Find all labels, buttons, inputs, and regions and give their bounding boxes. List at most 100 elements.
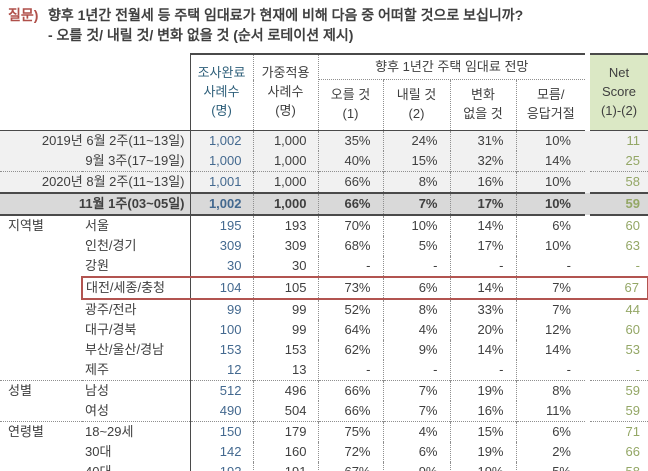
cell-weighted-cases: 193 xyxy=(253,215,319,236)
header-weighted-cases: 가중적용 사례수 (명) xyxy=(253,53,319,131)
cell-will-fall: 24% xyxy=(383,130,451,151)
cell-gap xyxy=(585,236,590,256)
question-block: 질문) 향후 1년간 전월세 등 주택 임대료가 현재에 비해 다음 중 어떠할… xyxy=(0,0,648,51)
survey-results-table: 조사완료 사례수 (명) 가중적용 사례수 (명) 향후 1년간 주택 임대료 … xyxy=(0,53,648,471)
cell-weighted-cases: 504 xyxy=(253,401,319,422)
row-label: 대전/세종/충청 xyxy=(81,276,191,300)
cell-completed-cases: 195 xyxy=(190,215,254,236)
cell-will-rise: 64% xyxy=(318,320,384,340)
cell-will-fall: 8% xyxy=(383,171,451,193)
cell-no-change: - xyxy=(450,256,517,277)
table-row: 제주 12 13- - - - - xyxy=(0,360,648,381)
cell-gap xyxy=(585,401,590,422)
cell-dont-know: 10% xyxy=(544,238,571,253)
cell-weighted-cases: 13 xyxy=(253,360,319,381)
cell-will-rise: 35% xyxy=(318,130,384,151)
cell-gap xyxy=(585,421,590,442)
cell-net-score: 60 xyxy=(625,218,640,233)
cell-no-change: 20% xyxy=(450,320,517,340)
row-label: 강원 xyxy=(82,256,191,277)
cell-will-fall: 6% xyxy=(383,276,451,300)
cell-net-score: 58 xyxy=(590,171,648,193)
cell-will-fall: 5% xyxy=(383,236,451,256)
cell-will-rise: 66% xyxy=(318,171,384,193)
cell-will-fall: - xyxy=(383,256,451,277)
cell-weighted-cases: 1,000 xyxy=(253,192,319,216)
cell-gap xyxy=(585,276,590,300)
row-label: 2019년 6월 2주(11~13일) xyxy=(0,130,191,151)
cell-dont-know: 6% xyxy=(552,218,571,233)
cell-completed-cases: 153 xyxy=(190,340,254,360)
cell-no-change: 14% xyxy=(450,276,517,300)
cell-completed-cases: 99 xyxy=(190,299,254,320)
table-row: 2019년 6월 2주(11~13일) 1,002 1,000 35% 24% 31% 10… xyxy=(0,130,648,151)
table-row: 11월 1주(03~05일) 1,002 1,000 66% 7% 17% 10% 59 xyxy=(0,192,648,216)
cell-no-change: 14% xyxy=(450,215,517,236)
cell-will-fall: 9% xyxy=(383,340,451,360)
cell-weighted-cases: 496 xyxy=(253,380,319,401)
cell-dont-know: 10% xyxy=(516,171,585,193)
cell-dont-know: 10% xyxy=(516,192,585,216)
cell-net-score: 63 xyxy=(625,238,640,253)
cell-dont-know: 10% xyxy=(516,130,585,151)
cell-no-change: 33% xyxy=(450,299,517,320)
row-label: 제주 xyxy=(82,360,191,381)
cell-gap xyxy=(585,256,590,277)
cell-gap xyxy=(585,151,590,172)
cell-dont-know: 6% xyxy=(516,421,585,442)
cell-net-score: 58 xyxy=(590,462,648,471)
row-label: 대구/경북 xyxy=(82,320,191,340)
cell-completed-cases: 12 xyxy=(190,360,254,381)
cell-completed-cases: 1,002 xyxy=(190,130,254,151)
cell-dont-know: - xyxy=(566,258,571,273)
table-row: 부산/울산/경남 153 153 62% 9% 14% 14% 53 xyxy=(0,340,648,360)
cell-completed-cases: 30 xyxy=(190,256,254,277)
cell-net-score: 60 xyxy=(625,322,640,337)
cell-no-change: 16% xyxy=(450,401,517,422)
row-label: 18~29세 xyxy=(82,421,191,442)
cell-weighted-cases: 99 xyxy=(253,320,319,340)
cell-gap xyxy=(585,340,590,360)
header-net-score: Net Score (1)-(2) xyxy=(590,53,648,131)
question-label: 질문) xyxy=(8,7,39,23)
cell-will-fall: 15% xyxy=(383,151,451,172)
cell-gap xyxy=(585,442,590,462)
question-text: 향후 1년간 전월세 등 주택 임대료가 현재에 비해 다음 중 어떠할 것으로… xyxy=(48,7,524,23)
cell-weighted-cases: 99 xyxy=(253,299,319,320)
cell-gap xyxy=(585,360,590,381)
cell-gap xyxy=(585,193,590,215)
cell-gap xyxy=(585,130,590,151)
cell-will-rise: 75% xyxy=(318,421,384,442)
cell-will-fall: 9% xyxy=(383,462,451,471)
cell-completed-cases: 100 xyxy=(190,320,254,340)
table-row: 여성 490 504 66% 7% 16% 11% 59 xyxy=(0,401,648,422)
cell-weighted-cases: 1,000 xyxy=(253,171,319,193)
header-outlook-group: 향후 1년간 주택 임대료 전망 xyxy=(318,53,585,80)
header-row-labels xyxy=(0,54,191,131)
cell-net-score: - xyxy=(635,362,640,377)
cell-completed-cases: 104 xyxy=(190,276,254,300)
cell-no-change: 14% xyxy=(450,340,517,360)
header-will-rise: 오를 것 (1) xyxy=(318,79,384,131)
row-label: 광주/전라 xyxy=(82,299,191,320)
cell-gap xyxy=(585,462,590,471)
row-label: 40대 xyxy=(82,462,191,471)
section-label: 지역별 xyxy=(8,218,44,233)
cell-gap xyxy=(585,171,590,193)
cell-net-score: 67 xyxy=(590,276,648,300)
cell-weighted-cases: 179 xyxy=(253,421,319,442)
header-row-group: 조사완료 사례수 (명) 가중적용 사례수 (명) 향후 1년간 주택 임대료 … xyxy=(0,53,648,131)
cell-weighted-cases: 191 xyxy=(253,462,319,471)
cell-completed-cases: 192 xyxy=(190,462,254,471)
cell-net-score: 59 xyxy=(590,192,648,216)
cell-net-score: 44 xyxy=(625,302,640,317)
table-body: 2019년 6월 2주(11~13일) 1,002 1,000 35% 24% 31% 10… xyxy=(0,130,648,471)
table-row: 2020년 8월 2주(11~13일) 1,001 1,000 66% 8% 16% 10%… xyxy=(0,171,648,193)
cell-weighted-cases: 1,000 xyxy=(253,151,319,172)
cell-net-score: - xyxy=(635,258,640,273)
cell-will-rise: 70% xyxy=(318,215,384,236)
table-row: 강원 30 30- - - - - xyxy=(0,256,648,277)
cell-net-score: 11 xyxy=(590,130,648,151)
table-row: 연령별 18~29세 150 179 75% 4% 15% 6% 71 xyxy=(0,421,648,471)
cell-will-fall: 4% xyxy=(383,421,451,442)
